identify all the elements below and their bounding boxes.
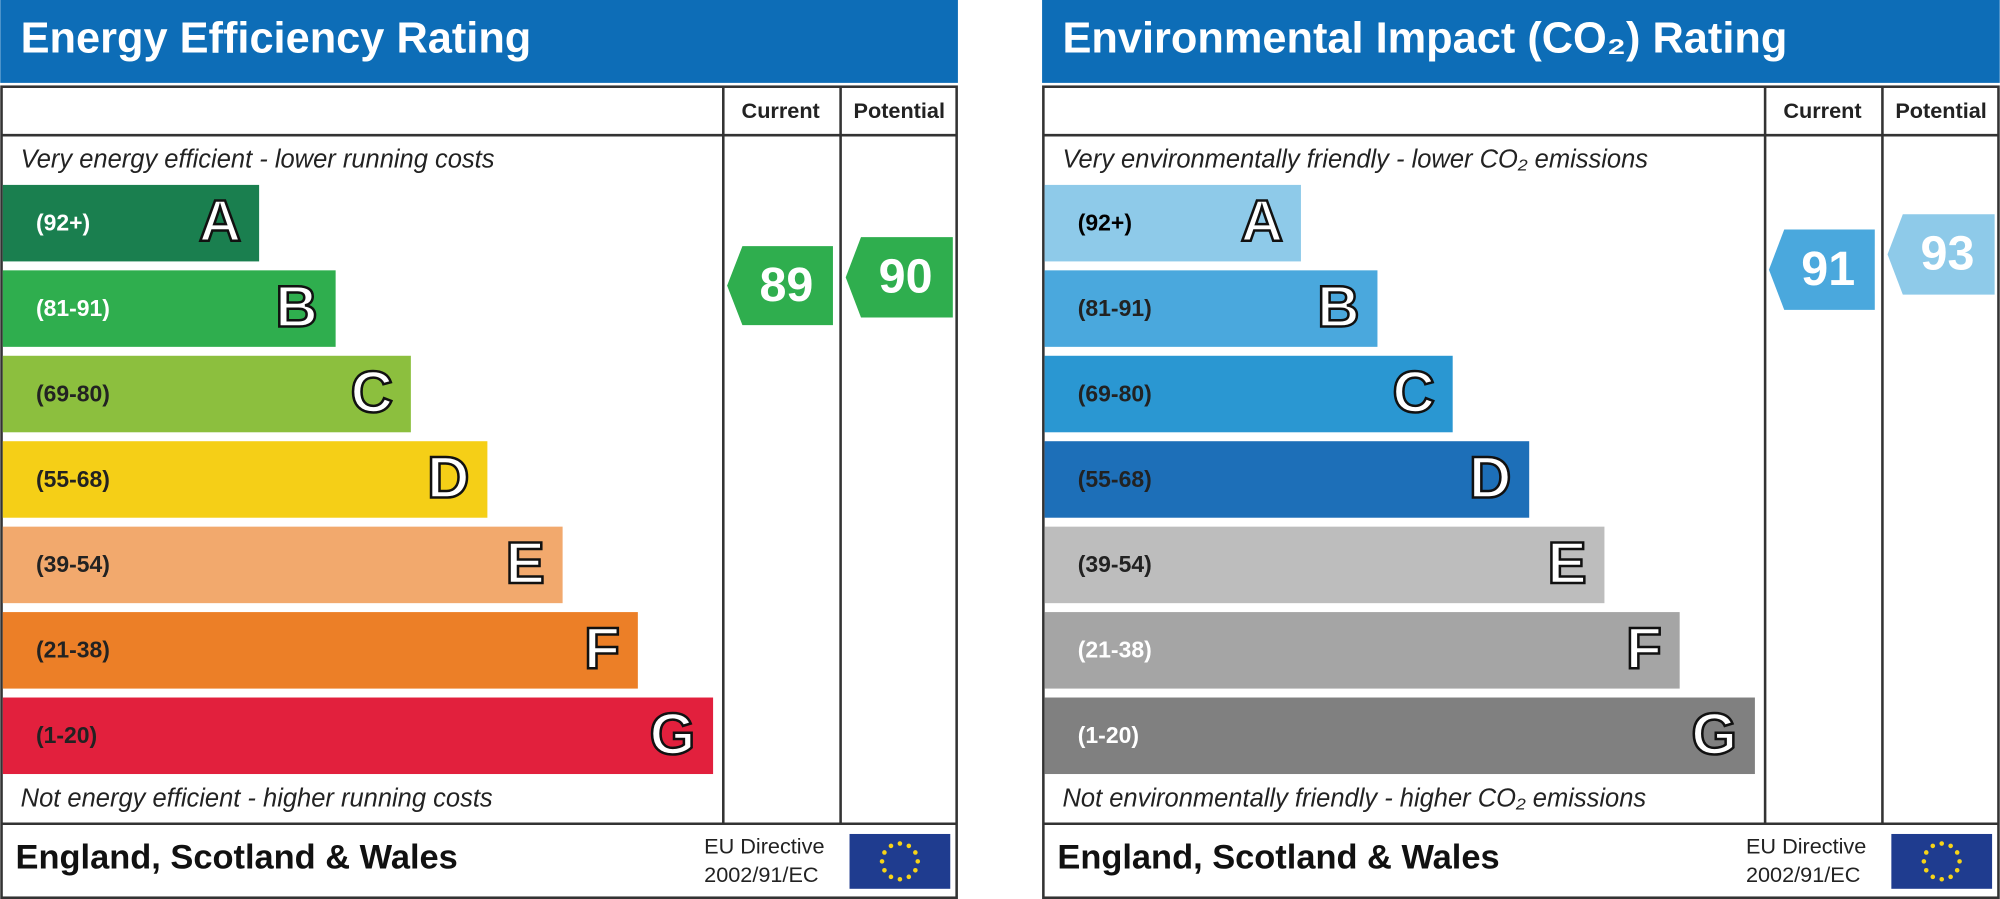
band-range: (21-38) xyxy=(36,637,110,663)
rating-arrow xyxy=(845,237,953,318)
band-range: (39-54) xyxy=(1078,551,1152,577)
band-range: (92+) xyxy=(36,209,90,235)
band-letter: F xyxy=(1626,616,1662,681)
rating-value: 90 xyxy=(879,250,933,304)
eu-star xyxy=(1939,876,1945,882)
eu-star xyxy=(897,841,903,846)
band-range: (92+) xyxy=(1078,209,1132,235)
eu-star xyxy=(888,874,894,880)
rating-band xyxy=(2,270,336,347)
rating-band xyxy=(1044,441,1530,518)
band-range: (55-68) xyxy=(36,466,110,492)
eu-star xyxy=(1954,850,1960,855)
eu-star xyxy=(1954,868,1960,873)
footer-text: England, Scotland & Wales xyxy=(1057,839,1499,877)
rating-band xyxy=(2,184,260,262)
rating-band xyxy=(2,526,563,604)
eu-star xyxy=(1948,874,1953,880)
eu-star xyxy=(1930,874,1936,880)
rating-arrow xyxy=(727,246,833,326)
eu-star xyxy=(906,874,912,880)
title-bar xyxy=(0,0,958,83)
eu-star xyxy=(879,859,885,864)
band-range: (21-38) xyxy=(1078,637,1152,663)
panel-title: Energy Efficiency Rating xyxy=(21,14,532,62)
rating-value: 93 xyxy=(1921,227,1975,281)
rating-band xyxy=(1044,612,1680,689)
rating-band xyxy=(2,441,488,518)
column-header: Current xyxy=(1783,98,1861,123)
band-letter: F xyxy=(584,616,620,681)
column-header: Potential xyxy=(1895,98,1986,123)
directive-text: 2002/91/EC xyxy=(1746,862,1860,887)
eu-star xyxy=(1923,868,1929,873)
band-range: (1-20) xyxy=(36,722,97,748)
eu-star xyxy=(1957,859,1962,864)
band-letter: C xyxy=(1392,360,1434,425)
directive-text: EU Directive xyxy=(1746,834,1866,859)
band-letter: E xyxy=(1547,531,1586,596)
rating-band xyxy=(1044,184,1301,262)
eu-star xyxy=(1939,841,1945,846)
rating-band xyxy=(2,355,411,433)
rating-band xyxy=(1044,270,1378,347)
band-letter: B xyxy=(275,275,317,340)
rating-panel: Energy Efficiency Rating Current Potential… xyxy=(0,0,958,899)
eu-star xyxy=(1930,843,1936,849)
top-text: Very environmentally friendly - lower CO… xyxy=(1062,145,1648,173)
band-letter: G xyxy=(1691,702,1737,767)
band-letter: B xyxy=(1317,275,1359,340)
band-letter: D xyxy=(1469,446,1511,511)
directive-text: EU Directive xyxy=(704,834,824,859)
column-header: Current xyxy=(742,98,820,123)
directive-text: 2002/91/EC xyxy=(704,862,818,887)
eu-star xyxy=(1948,843,1953,849)
band-range: (81-91) xyxy=(36,295,110,321)
eu-star xyxy=(882,850,887,855)
band-range: (1-20) xyxy=(1078,722,1139,748)
eu-star xyxy=(882,868,887,873)
eu-star xyxy=(913,868,918,873)
bottom-text: Not environmentally friendly - higher CO… xyxy=(1062,784,1646,812)
rating-band xyxy=(1044,355,1453,433)
rating-band xyxy=(2,697,714,775)
panel-title: Environmental Impact (CO₂) Rating xyxy=(1062,14,1787,62)
band-letter: G xyxy=(650,702,696,767)
eu-star xyxy=(888,843,894,849)
band-letter: C xyxy=(351,360,393,425)
title-bar xyxy=(1042,0,2000,83)
rating-value: 89 xyxy=(759,258,813,312)
footer-text: England, Scotland & Wales xyxy=(16,839,458,877)
eu-star xyxy=(913,850,918,855)
column-header: Potential xyxy=(854,98,945,123)
band-range: (39-54) xyxy=(36,551,110,577)
band-range: (81-91) xyxy=(1078,295,1152,321)
band-letter: D xyxy=(427,446,469,511)
eu-star xyxy=(1923,850,1929,855)
band-letter: A xyxy=(199,189,241,254)
band-range: (55-68) xyxy=(1078,466,1152,492)
band-letter: E xyxy=(506,531,545,596)
eu-star xyxy=(897,876,903,882)
rating-band xyxy=(1044,697,1755,775)
rating-arrow xyxy=(1768,229,1875,310)
rating-panel: Environmental Impact (CO₂) Rating Current… xyxy=(1042,0,2000,899)
top-text: Very energy efficient - lower running co… xyxy=(21,145,495,173)
band-range: (69-80) xyxy=(36,380,110,406)
eu-star xyxy=(915,859,921,864)
eu-star xyxy=(906,843,912,849)
rating-arrow xyxy=(1887,214,1995,295)
band-letter: A xyxy=(1241,189,1283,254)
band-range: (69-80) xyxy=(1078,380,1152,406)
rating-band xyxy=(2,612,638,689)
rating-value: 91 xyxy=(1801,242,1855,296)
eu-star xyxy=(1921,859,1927,864)
bottom-text: Not energy efficient - higher running co… xyxy=(21,784,493,812)
rating-band xyxy=(1044,526,1605,604)
